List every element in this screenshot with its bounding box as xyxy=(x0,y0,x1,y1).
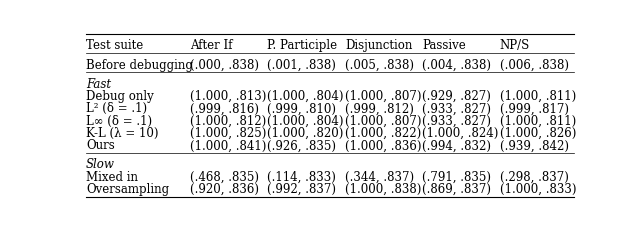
Text: (.001, .838): (.001, .838) xyxy=(268,59,337,72)
Text: (.933, .827): (.933, .827) xyxy=(422,115,492,128)
Text: (.929, .827): (.929, .827) xyxy=(422,90,491,103)
Text: (.920, .836): (.920, .836) xyxy=(190,183,259,196)
Text: (1.000, .813): (1.000, .813) xyxy=(190,90,266,103)
Text: Debug only: Debug only xyxy=(86,90,154,103)
Text: (1.000, .833): (1.000, .833) xyxy=(500,183,576,196)
Text: (.791, .835): (.791, .835) xyxy=(422,171,492,184)
Text: (1.000, .824): (1.000, .824) xyxy=(422,127,499,140)
Text: (.933, .827): (.933, .827) xyxy=(422,102,492,115)
Text: L∞ (δ = .1): L∞ (δ = .1) xyxy=(86,115,152,128)
Text: (1.000, .812): (1.000, .812) xyxy=(190,115,266,128)
Text: (1.000, .807): (1.000, .807) xyxy=(345,115,421,128)
Text: (.114, .833): (.114, .833) xyxy=(268,171,337,184)
Text: (.005, .838): (.005, .838) xyxy=(345,59,414,72)
Text: Passive: Passive xyxy=(422,39,466,52)
Text: (1.000, .804): (1.000, .804) xyxy=(268,90,344,103)
Text: (1.000, .841): (1.000, .841) xyxy=(190,139,266,152)
Text: (.298, .837): (.298, .837) xyxy=(500,171,568,184)
Text: (1.000, .836): (1.000, .836) xyxy=(345,139,421,152)
Text: (.869, .837): (.869, .837) xyxy=(422,183,492,196)
Text: Before debugging: Before debugging xyxy=(86,59,193,72)
Text: Fast: Fast xyxy=(86,78,111,91)
Text: (.999, .812): (.999, .812) xyxy=(345,102,413,115)
Text: (.344, .837): (.344, .837) xyxy=(345,171,414,184)
Text: (.999, .810): (.999, .810) xyxy=(268,102,337,115)
Text: (1.000, .811): (1.000, .811) xyxy=(500,115,576,128)
Text: Slow: Slow xyxy=(86,159,115,171)
Text: Mixed in: Mixed in xyxy=(86,171,138,184)
Text: L² (δ = .1): L² (δ = .1) xyxy=(86,102,147,115)
Text: (1.000, .804): (1.000, .804) xyxy=(268,115,344,128)
Text: (.000, .838): (.000, .838) xyxy=(190,59,259,72)
Text: (.999, .817): (.999, .817) xyxy=(500,102,568,115)
Text: (.994, .832): (.994, .832) xyxy=(422,139,492,152)
Text: K-L (λ = 10): K-L (λ = 10) xyxy=(86,127,159,140)
Text: Oversampling: Oversampling xyxy=(86,183,169,196)
Text: (.468, .835): (.468, .835) xyxy=(190,171,259,184)
Text: (.992, .837): (.992, .837) xyxy=(268,183,337,196)
Text: (.939, .842): (.939, .842) xyxy=(500,139,568,152)
Text: (.999, .816): (.999, .816) xyxy=(190,102,259,115)
Text: After If: After If xyxy=(190,39,232,52)
Text: Disjunction: Disjunction xyxy=(345,39,412,52)
Text: (.004, .838): (.004, .838) xyxy=(422,59,492,72)
Text: (1.000, .825): (1.000, .825) xyxy=(190,127,266,140)
Text: (1.000, .826): (1.000, .826) xyxy=(500,127,576,140)
Text: P. Participle: P. Participle xyxy=(268,39,338,52)
Text: NP/S: NP/S xyxy=(500,39,530,52)
Text: Ours: Ours xyxy=(86,139,115,152)
Text: (1.000, .811): (1.000, .811) xyxy=(500,90,576,103)
Text: Test suite: Test suite xyxy=(86,39,143,52)
Text: (1.000, .820): (1.000, .820) xyxy=(268,127,344,140)
Text: (1.000, .807): (1.000, .807) xyxy=(345,90,421,103)
Text: (.006, .838): (.006, .838) xyxy=(500,59,568,72)
Text: (1.000, .838): (1.000, .838) xyxy=(345,183,421,196)
Text: (.926, .835): (.926, .835) xyxy=(268,139,337,152)
Text: (1.000, .822): (1.000, .822) xyxy=(345,127,421,140)
